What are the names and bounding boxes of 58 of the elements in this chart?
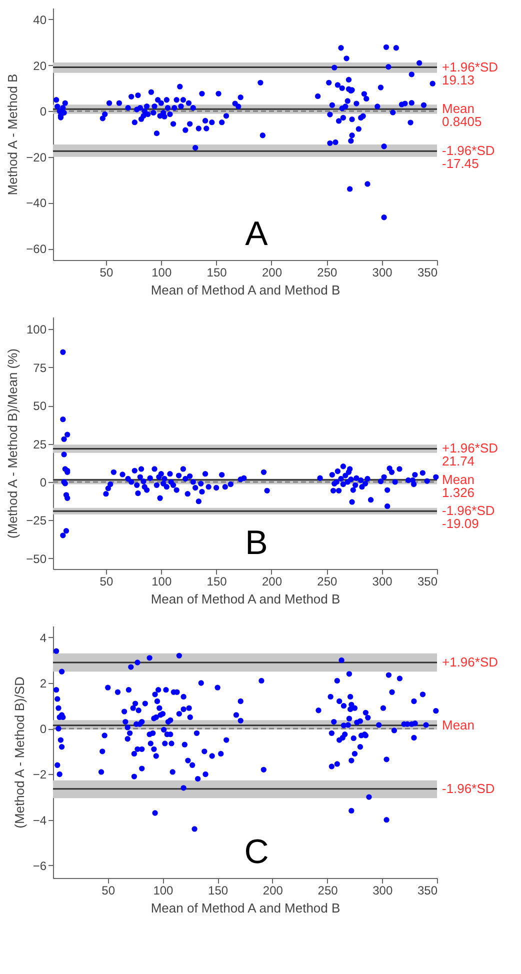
y-tick-label: 25 (33, 437, 47, 452)
x-tick-label: 250 (317, 574, 338, 588)
x-tick-label: 50 (102, 884, 116, 898)
x-tick-label: 50 (100, 266, 114, 280)
y-tick-label: 40 (33, 12, 47, 27)
y-tick-label: 2 (40, 676, 47, 691)
x-tick-label: 100 (152, 266, 172, 280)
y-tick-label: −6 (32, 858, 47, 873)
ref-line-label: +1.96*SD 21.74 (442, 440, 498, 469)
y-tick-label: 100 (26, 322, 47, 337)
x-tick-label: 100 (152, 574, 172, 588)
x-axis-title: Mean of Method A and Method B (150, 592, 340, 606)
y-tick-label: −50 (26, 552, 47, 566)
y-tick-label: 75 (33, 360, 47, 375)
x-tick-label: 350 (417, 574, 438, 588)
x-tick-label: 100 (153, 884, 174, 898)
x-tick-label: 150 (208, 884, 228, 898)
x-tick-label: 200 (262, 574, 282, 588)
x-tick-label: 150 (206, 574, 228, 588)
x-tick-label: 200 (262, 884, 284, 898)
annotation: C (244, 833, 269, 871)
x-tick-label: 250 (317, 266, 338, 280)
x-axis-title: Mean of Method A and Method B (150, 900, 340, 916)
y-tick-label: 50 (33, 399, 47, 414)
y-tick-label: 0 (40, 722, 47, 736)
y-axis-title: (Method A - Method B)/SD (12, 676, 27, 828)
y-tick-label: 0 (40, 104, 47, 119)
ref-line-label: +1.96*SD 19.13 (442, 59, 498, 88)
x-tick-label: 300 (372, 266, 393, 280)
y-tick-label: 4 (40, 630, 47, 645)
ref-line-label: -1.96*SD -17.45 (442, 143, 495, 172)
x-tick-label: 200 (262, 266, 282, 280)
y-tick-label: −4 (32, 813, 47, 828)
x-tick-label: 300 (372, 884, 393, 898)
y-axis-title: (Method A - Method B)/Mean (%) (5, 348, 20, 539)
y-tick-label: −2 (32, 768, 47, 782)
ref-line-label: +1.96*SD (442, 654, 498, 670)
ref-line-label: Mean 0.8405 (442, 101, 482, 130)
x-tick-label: 350 (417, 266, 438, 280)
annotation: A (245, 215, 268, 253)
ref-line-label: Mean (442, 717, 475, 732)
x-tick-label: 50 (100, 574, 114, 588)
y-tick-label: 20 (33, 58, 47, 73)
ref-line-label: Mean 1.326 (442, 472, 475, 500)
x-tick-label: 350 (417, 884, 438, 898)
ref-line-label: -1.96*SD (442, 780, 495, 796)
annotation: B (245, 524, 268, 562)
y-axis-title: Method A - Method B (5, 74, 20, 196)
x-tick-label: 150 (206, 266, 228, 280)
x-tick-label: 250 (318, 884, 338, 898)
x-axis-title: Mean of Method A and Method B (150, 282, 340, 298)
y-tick-label: −60 (26, 242, 47, 256)
ref-line-label: -1.96*SD -19.09 (442, 503, 495, 532)
y-tick-label: −40 (26, 196, 47, 210)
y-tick-label: −20 (26, 150, 47, 164)
y-tick-label: −25 (26, 514, 47, 528)
x-tick-label: 300 (372, 574, 393, 588)
y-tick-label: 0 (40, 475, 47, 490)
